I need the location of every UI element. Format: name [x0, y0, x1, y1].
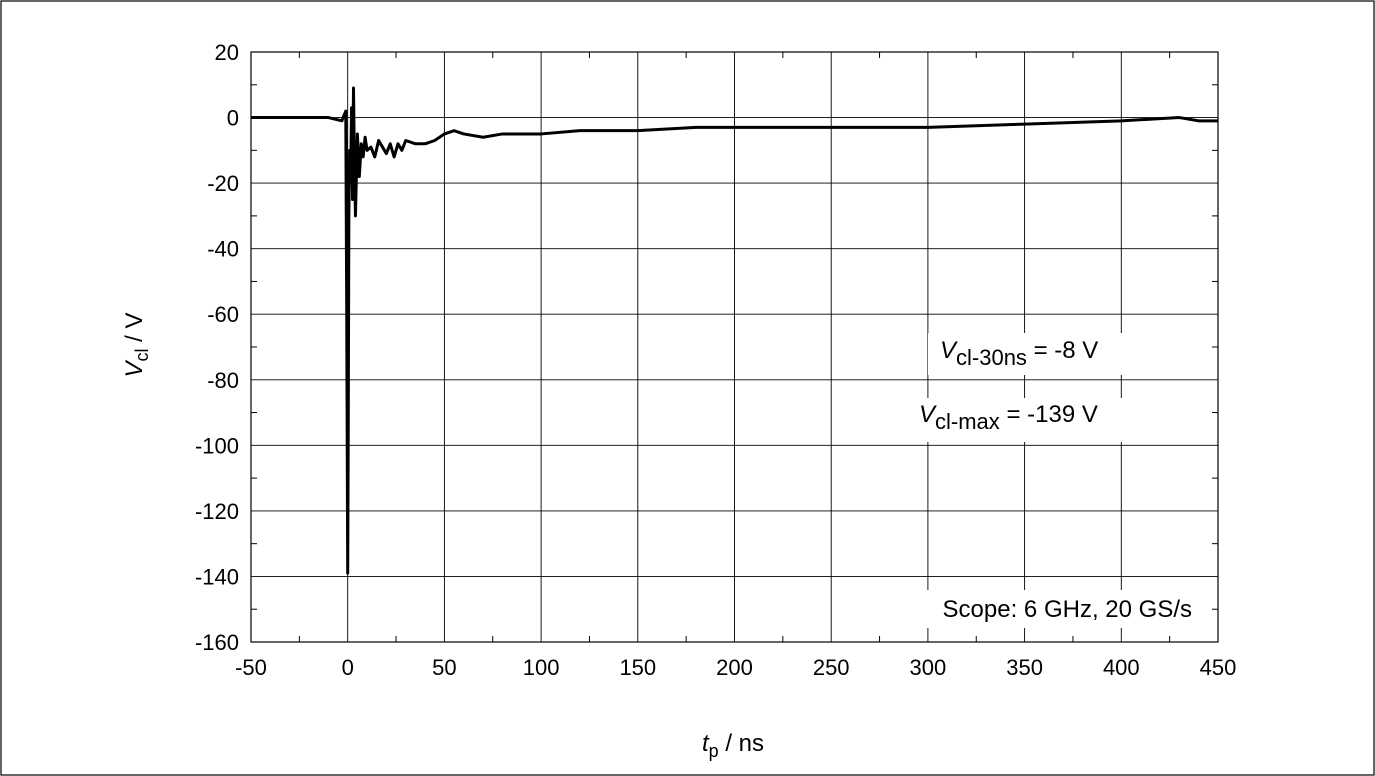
- y-tick-label: -140: [195, 564, 239, 589]
- annotation-box-2: [912, 398, 1152, 442]
- y-tick-label: -80: [207, 368, 239, 393]
- x-tick-label: 350: [1006, 655, 1043, 680]
- y-tick-labels: 20 0 -20 -40 -60 -80 -100 -120 -140 -160: [195, 40, 239, 655]
- series-line: [251, 86, 1218, 575]
- x-tick-label: 250: [813, 655, 850, 680]
- annotation-v-cl-30ns: Vcl-30ns = -8 V: [940, 337, 1098, 370]
- y-axis-label: Vcl / V: [121, 312, 152, 377]
- y-tick-label: -100: [195, 433, 239, 458]
- x-tick-label: 300: [910, 655, 947, 680]
- x-tick-label: -50: [235, 655, 267, 680]
- x-tick-label: 200: [716, 655, 753, 680]
- y-tick-label: -120: [195, 499, 239, 524]
- annotation-box-3: [868, 590, 1208, 628]
- y-tick-label: -20: [207, 171, 239, 196]
- plot-frame: [250, 51, 1219, 643]
- annotation-box-1: [928, 333, 1146, 375]
- y-tick-label: 20: [215, 40, 239, 65]
- x-tick-label: 450: [1200, 655, 1237, 680]
- x-tick-label: 50: [432, 655, 456, 680]
- y-tick-label: -160: [195, 630, 239, 655]
- ticks: [251, 52, 1218, 642]
- y-tick-label: -40: [207, 237, 239, 262]
- x-tick-label: 400: [1103, 655, 1140, 680]
- y-tick-label: 0: [227, 106, 239, 131]
- x-tick-label: 100: [523, 655, 560, 680]
- x-tick-label: 0: [342, 655, 354, 680]
- x-axis-label: tp / ns: [702, 730, 764, 761]
- y-tick-label: -60: [207, 302, 239, 327]
- annotation-scope: Scope: 6 GHz, 20 GS/s: [943, 596, 1192, 623]
- annotation-v-cl-max: Vcl-max = -139 V: [919, 401, 1098, 434]
- x-tick-labels: -50 0 50 100 150 200 250 300 350 400 450: [235, 655, 1236, 680]
- x-tick-label: 150: [619, 655, 656, 680]
